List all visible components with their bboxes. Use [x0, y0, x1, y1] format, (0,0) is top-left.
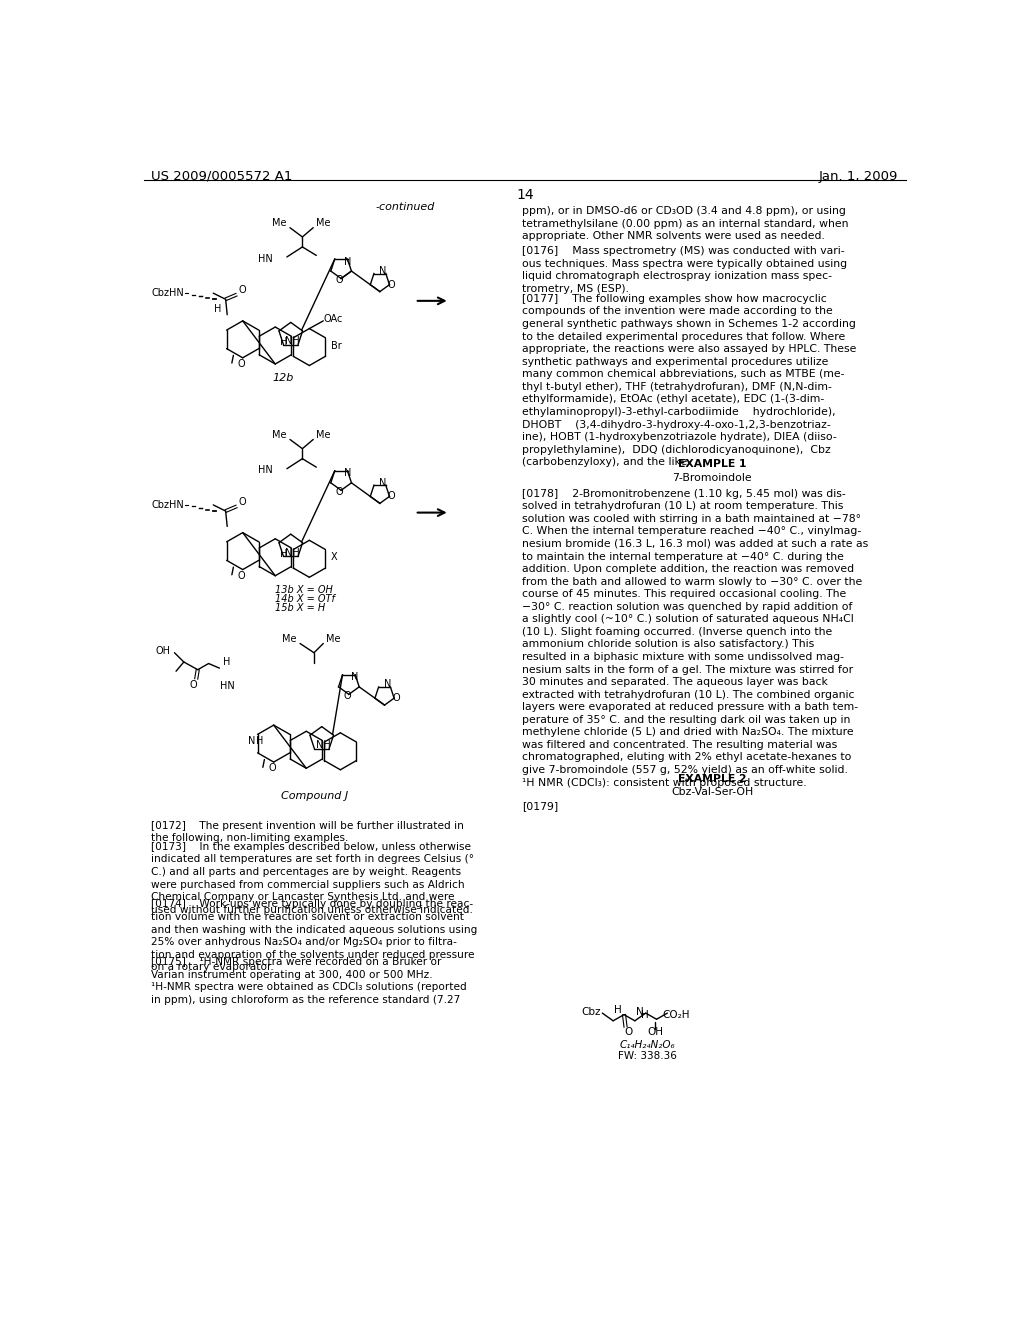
Text: H: H — [281, 338, 288, 347]
Text: 7-Bromoindole: 7-Bromoindole — [673, 474, 753, 483]
Text: [0172]    The present invention will be further illustrated in
the following, no: [0172] The present invention will be fur… — [152, 821, 464, 843]
Text: [0179]: [0179] — [521, 801, 558, 812]
Text: NH: NH — [285, 335, 300, 346]
Text: Br: Br — [331, 341, 342, 351]
Text: N: N — [248, 735, 256, 746]
Text: NH: NH — [285, 548, 300, 557]
Text: EXAMPLE 2: EXAMPLE 2 — [678, 774, 746, 784]
Text: NH: NH — [316, 741, 331, 750]
Text: CbzHN: CbzHN — [152, 288, 183, 298]
Text: Me: Me — [272, 218, 287, 228]
Text: CO₂H: CO₂H — [663, 1010, 690, 1019]
Text: Me: Me — [272, 430, 287, 440]
Text: HN: HN — [258, 253, 273, 264]
Text: H: H — [641, 1010, 649, 1019]
Text: 15b X = H: 15b X = H — [275, 603, 326, 612]
Text: O: O — [388, 280, 395, 289]
Text: N: N — [384, 680, 391, 689]
Text: H: H — [614, 1005, 622, 1015]
Text: H: H — [214, 304, 221, 314]
Text: Me: Me — [283, 634, 297, 644]
Text: N: N — [379, 265, 387, 276]
Text: OAc: OAc — [324, 314, 343, 325]
Text: Cbz-Val-Ser-OH: Cbz-Val-Ser-OH — [671, 788, 754, 797]
Text: O: O — [388, 491, 395, 502]
Text: O: O — [336, 275, 343, 285]
Text: N: N — [351, 672, 358, 682]
Text: EXAMPLE 1: EXAMPLE 1 — [678, 459, 746, 470]
Text: N: N — [344, 469, 351, 478]
Text: 13b X = OH: 13b X = OH — [275, 585, 333, 594]
Text: 14b X = OTf: 14b X = OTf — [275, 594, 335, 603]
Text: Me: Me — [316, 218, 331, 228]
Text: OH: OH — [647, 1027, 663, 1036]
Text: 14: 14 — [516, 187, 534, 202]
Text: 12b: 12b — [272, 372, 294, 383]
Text: Compound J: Compound J — [282, 791, 348, 801]
Text: N: N — [636, 1007, 644, 1016]
Text: H: H — [222, 657, 230, 667]
Text: Cbz: Cbz — [582, 1007, 601, 1016]
Text: N: N — [344, 256, 351, 267]
Text: CbzHN: CbzHN — [152, 500, 183, 510]
Text: O: O — [268, 763, 275, 774]
Text: O: O — [238, 570, 245, 581]
Text: [0178]    2-Bromonitrobenzene (1.10 kg, 5.45 mol) was dis-
solved in tetrahydrof: [0178] 2-Bromonitrobenzene (1.10 kg, 5.4… — [521, 488, 868, 788]
Text: [0173]    In the examples described below, unless otherwise
indicated all temper: [0173] In the examples described below, … — [152, 842, 474, 915]
Text: O: O — [392, 693, 400, 704]
Text: O: O — [625, 1027, 633, 1036]
Text: Jan. 1, 2009: Jan. 1, 2009 — [819, 170, 898, 183]
Text: O: O — [238, 496, 246, 507]
Text: OH: OH — [156, 647, 171, 656]
Text: FW: 338.36: FW: 338.36 — [617, 1051, 677, 1061]
Text: HN: HN — [220, 681, 234, 690]
Text: O: O — [238, 285, 246, 296]
Text: [0176]    Mass spectrometry (MS) was conducted with vari-
ous techniques. Mass s: [0176] Mass spectrometry (MS) was conduc… — [521, 246, 847, 294]
Text: O: O — [336, 487, 343, 496]
Text: X: X — [331, 552, 338, 562]
Text: O: O — [238, 359, 245, 370]
Text: US 2009/0005572 A1: US 2009/0005572 A1 — [152, 170, 293, 183]
Text: O: O — [189, 680, 197, 690]
Text: H: H — [281, 549, 288, 560]
Text: HN: HN — [258, 465, 273, 475]
Text: C₁₄H₂₄N₂O₆: C₁₄H₂₄N₂O₆ — [620, 1040, 675, 1051]
Text: H: H — [256, 735, 263, 746]
Text: ppm), or in DMSO-d6 or CD₃OD (3.4 and 4.8 ppm), or using
tetramethylsilane (0.00: ppm), or in DMSO-d6 or CD₃OD (3.4 and 4.… — [521, 206, 848, 242]
Text: Me: Me — [316, 430, 331, 440]
Text: [0177]    The following examples show how macrocyclic
compounds of the invention: [0177] The following examples show how m… — [521, 294, 856, 467]
Text: [0174]    Work-ups were typically done by doubling the reac-
tion volume with th: [0174] Work-ups were typically done by d… — [152, 899, 477, 973]
Text: Me: Me — [327, 634, 341, 644]
Text: N: N — [379, 478, 387, 487]
Text: [0175]    ¹H-NMR spectra were recorded on a Bruker or
Varian instrument operatin: [0175] ¹H-NMR spectra were recorded on a… — [152, 957, 467, 1005]
Text: -continued: -continued — [376, 202, 435, 213]
Text: O: O — [343, 690, 351, 701]
